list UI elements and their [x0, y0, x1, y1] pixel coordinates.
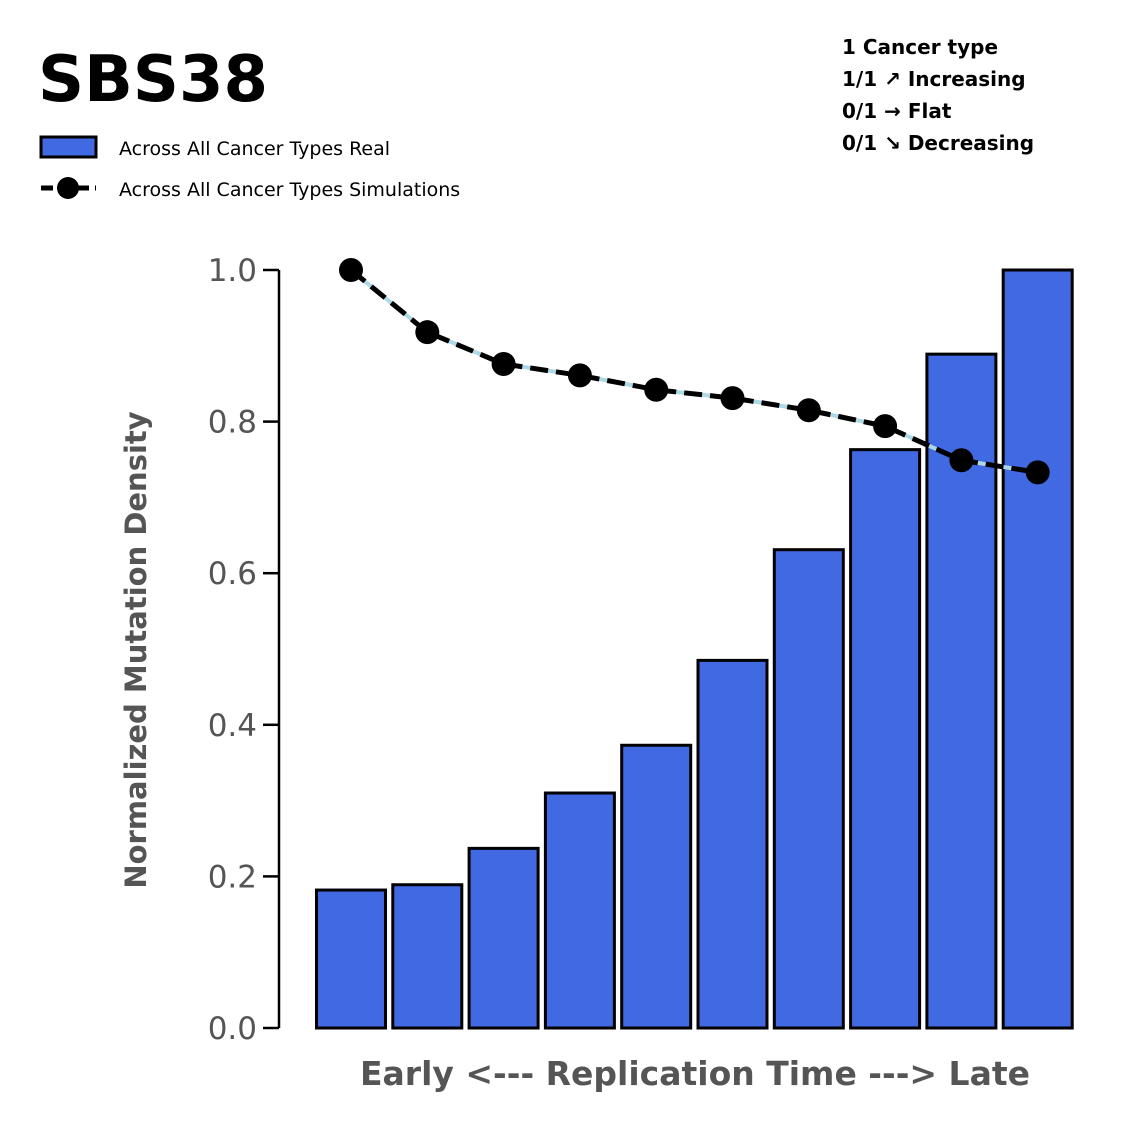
bar [543, 791, 616, 1030]
simulation-point [415, 320, 440, 345]
bar [772, 548, 845, 1030]
y-tick-label: 0.6 [208, 556, 257, 592]
simulation-line [349, 268, 1039, 475]
y-tick-label: 0.4 [208, 708, 257, 744]
annotation-line: 0/1 → Flat [842, 99, 952, 123]
bar [620, 743, 693, 1030]
simulation-point [339, 258, 363, 282]
bar [391, 883, 464, 1030]
bar [849, 448, 922, 1030]
simulation-point [567, 363, 592, 388]
bar [1001, 268, 1074, 1030]
legend-bar-swatch [39, 135, 98, 159]
y-tick-label: 0.0 [208, 1011, 257, 1047]
x-axis-label: Early <--- Replication Time ---> Late [360, 1054, 1030, 1093]
simulation-point [796, 398, 821, 423]
y-tick-label: 0.8 [208, 405, 257, 441]
legend-marker [57, 177, 79, 199]
simulation-point [949, 448, 974, 473]
simulation-point [1025, 460, 1050, 485]
y-tick-label: 0.2 [208, 859, 257, 895]
y-axis-label: Normalized Mutation Density [119, 411, 153, 888]
simulation-point [720, 386, 745, 411]
legend-label-real: Across All Cancer Types Real [119, 138, 390, 160]
bar [467, 846, 540, 1030]
annotation-line: 1 Cancer type [842, 35, 998, 59]
trend-annotation: 1 Cancer type 1/1 ↗ Increasing 0/1 → Fla… [842, 35, 1034, 155]
bar [315, 888, 387, 1030]
bar [696, 658, 769, 1030]
annotation-line: 1/1 ↗ Increasing [842, 67, 1026, 91]
y-tick-label: 1.0 [208, 253, 257, 289]
chart-title: SBS38 [38, 43, 268, 117]
simulation-point [491, 351, 516, 376]
legend-label-sim: Across All Cancer Types Simulations [119, 179, 460, 201]
simulation-point [644, 377, 669, 402]
annotation-line: 0/1 ↘ Decreasing [842, 131, 1034, 155]
simulation-point [873, 414, 898, 439]
legend: Across All Cancer Types Real Across All … [39, 135, 460, 201]
